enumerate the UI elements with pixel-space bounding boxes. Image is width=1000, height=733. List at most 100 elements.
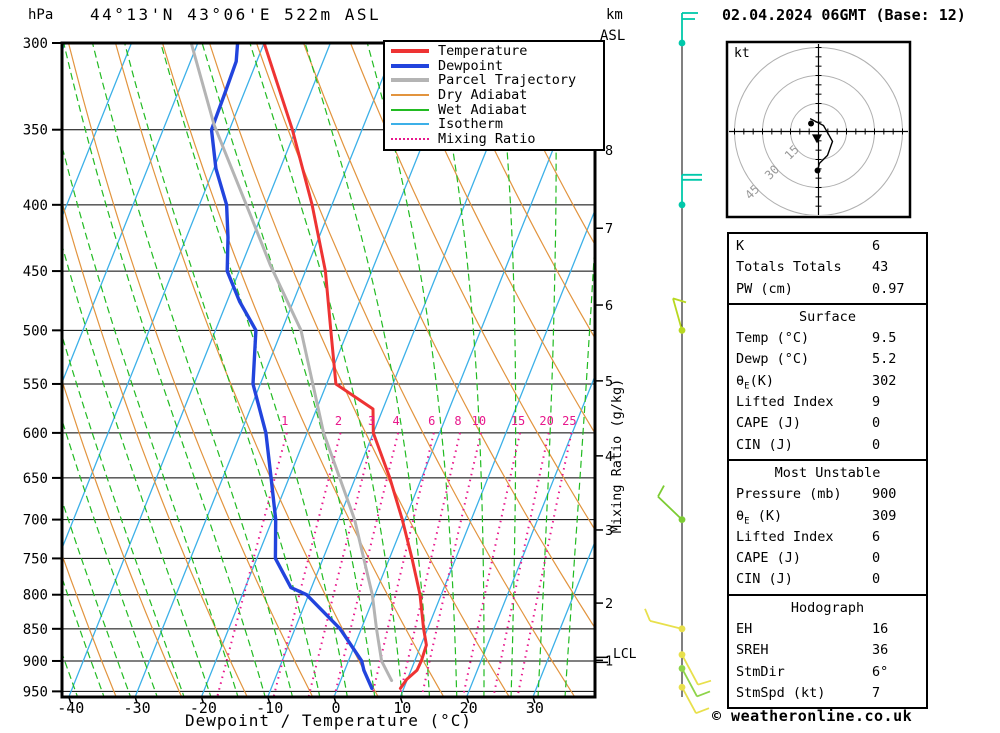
mixing-ratio-value-label: 8 xyxy=(454,414,461,428)
wet-adiabat-line xyxy=(304,43,431,697)
curve-parcel-trajectory xyxy=(189,43,394,683)
wet-adiabat-line xyxy=(63,43,266,697)
mixing-ratio-value-label: 6 xyxy=(428,414,435,428)
table-row-value: 6 xyxy=(872,528,881,545)
legend-label: Wet Adiabat xyxy=(438,101,528,118)
table-row: EH 16 xyxy=(729,619,926,640)
table-row: StmDir 6° xyxy=(729,662,926,683)
temperature-tick xyxy=(200,696,205,704)
table-section-surface: Surface Temp (°C) 9.5 Dewp (°C) 5.2 θE(K) 302 L… xyxy=(727,302,928,461)
legend-swatch-dewpoint xyxy=(391,63,429,68)
mixing-ratio-line xyxy=(461,432,521,697)
wet-adiabat-line xyxy=(537,43,557,697)
temperature-tick-label: -30 xyxy=(124,699,151,717)
km-tick-label: 3 xyxy=(605,523,613,539)
xaxis-title: Dewpoint / Temperature (°C) xyxy=(184,711,473,730)
table-row: θE(K) 302 xyxy=(729,371,926,392)
dry-adiabat-line xyxy=(443,43,595,340)
legend-swatch-isotherm xyxy=(391,123,429,126)
mixing-ratio-line xyxy=(492,432,550,697)
mixing-ratio-line xyxy=(333,432,400,697)
table-section-title: Hodograph xyxy=(790,599,865,616)
table-row: θE (K) 309 xyxy=(729,506,926,527)
wind-barb-dot xyxy=(678,665,686,672)
table-section: K 6 Totals Totals 43 PW (cm) 0.97 xyxy=(727,232,928,305)
wet-adiabat-line xyxy=(201,43,376,697)
wind-barb-line xyxy=(644,608,651,622)
table-row: Pressure (mb) 900 xyxy=(729,484,926,505)
indices-table: K 6 Totals Totals 43 PW (cm) 0.97 Surface Temp … xyxy=(727,232,928,710)
pressure-tick-label: 650 xyxy=(23,471,48,487)
legend-label: Dry Adiabat xyxy=(438,87,528,104)
plot-field xyxy=(62,43,595,697)
table-row-label: SREH xyxy=(736,642,769,659)
temperature-tick xyxy=(465,696,470,704)
isotherm-line xyxy=(267,43,530,697)
table-row-value: 7 xyxy=(872,684,881,701)
wind-barb-dot xyxy=(678,201,686,209)
table-row: CAPE (J) 0 xyxy=(729,413,926,434)
wind-barb xyxy=(678,12,698,47)
table-row-label: Lifted Index xyxy=(736,394,834,411)
legend-item: Dewpoint xyxy=(391,58,603,74)
legend-swatch-dry-adiabat xyxy=(391,94,429,97)
table-row-label: StmDir xyxy=(736,663,785,680)
dry-adiabat-line xyxy=(67,43,314,697)
dry-adiabat-line xyxy=(302,43,595,630)
hodograph-trace xyxy=(809,117,834,171)
temperature-tick xyxy=(333,696,337,704)
temperature-tick-label: -20 xyxy=(190,699,217,717)
table-section-most-unstable: Most Unstable Pressure (mb) 900 θE (K) 309 Li… xyxy=(727,458,928,596)
chart-title: 44°13'N 43°06'E 522m ASL xyxy=(90,5,382,24)
altitude-unit-km-label: km xyxy=(606,7,623,23)
pressure-tick-label: 700 xyxy=(23,513,48,529)
km-tick-label: 4 xyxy=(605,449,613,465)
footer-credit: © weatheronline.co.uk xyxy=(712,707,913,725)
mixing-ratio-line xyxy=(272,432,342,697)
mixing-ratio-value-label: 15 xyxy=(511,414,525,428)
legend-swatch-wet-adiabat xyxy=(391,108,429,111)
legend-item: Mixing Ratio xyxy=(391,131,603,147)
table-row-label: K xyxy=(736,238,745,254)
mixing-ratio-line xyxy=(398,432,461,697)
dry-adiabat-line xyxy=(349,43,595,531)
temperature-tick xyxy=(399,696,404,704)
temperature-tick xyxy=(134,696,138,704)
pressure-tick-label: 400 xyxy=(23,198,48,214)
table-row: Lifted Index 6 xyxy=(729,527,926,548)
wind-barb-dot xyxy=(678,516,686,524)
km-tick-label: 7 xyxy=(605,221,613,237)
table-row-value: 6 xyxy=(872,238,881,254)
curve-temperature xyxy=(262,43,428,690)
isotherm-line xyxy=(62,43,133,219)
dry-adiabat-line xyxy=(255,43,576,697)
temperature-tick-label: 20 xyxy=(460,699,478,717)
table-section-title: Surface xyxy=(799,308,856,325)
plot-border xyxy=(60,41,597,699)
wet-adiabat-line xyxy=(62,242,212,697)
table-section-hodograph: Hodograph EH 16 SREH 36 StmDir 6° StmSpd (kt) 7 xyxy=(727,593,928,710)
table-row-value: 36 xyxy=(872,642,889,659)
isotherm-line xyxy=(532,539,595,697)
wind-barb-line xyxy=(649,619,683,630)
pressure-tick-label: 550 xyxy=(23,377,48,393)
mixing-ratio-line xyxy=(420,432,482,697)
table-row: CIN (J) 0 xyxy=(729,569,926,590)
isotherm-line xyxy=(134,43,398,697)
table-row: Totals Totals 43 xyxy=(729,257,926,278)
dry-adiabat-line xyxy=(114,43,379,697)
mixing-ratio-axis-label: Mixing Ratio (g/kg) xyxy=(609,378,625,534)
wet-adiabat-line xyxy=(160,43,348,697)
km-tick-label: 2 xyxy=(605,596,613,612)
wind-barb-line xyxy=(696,690,711,698)
legend-item: Temperature xyxy=(391,43,603,59)
table-row-value: 0 xyxy=(872,415,881,432)
altitude-unit-asl-label: ASL xyxy=(600,28,626,44)
pressure-unit-label: hPa xyxy=(28,7,54,23)
wind-barb xyxy=(678,173,702,209)
km-tick-label: 8 xyxy=(605,143,613,159)
mixing-ratio-value-label: 20 xyxy=(539,414,553,428)
isotherm-line xyxy=(399,208,595,697)
table-row-label: θE (K) xyxy=(736,507,783,527)
